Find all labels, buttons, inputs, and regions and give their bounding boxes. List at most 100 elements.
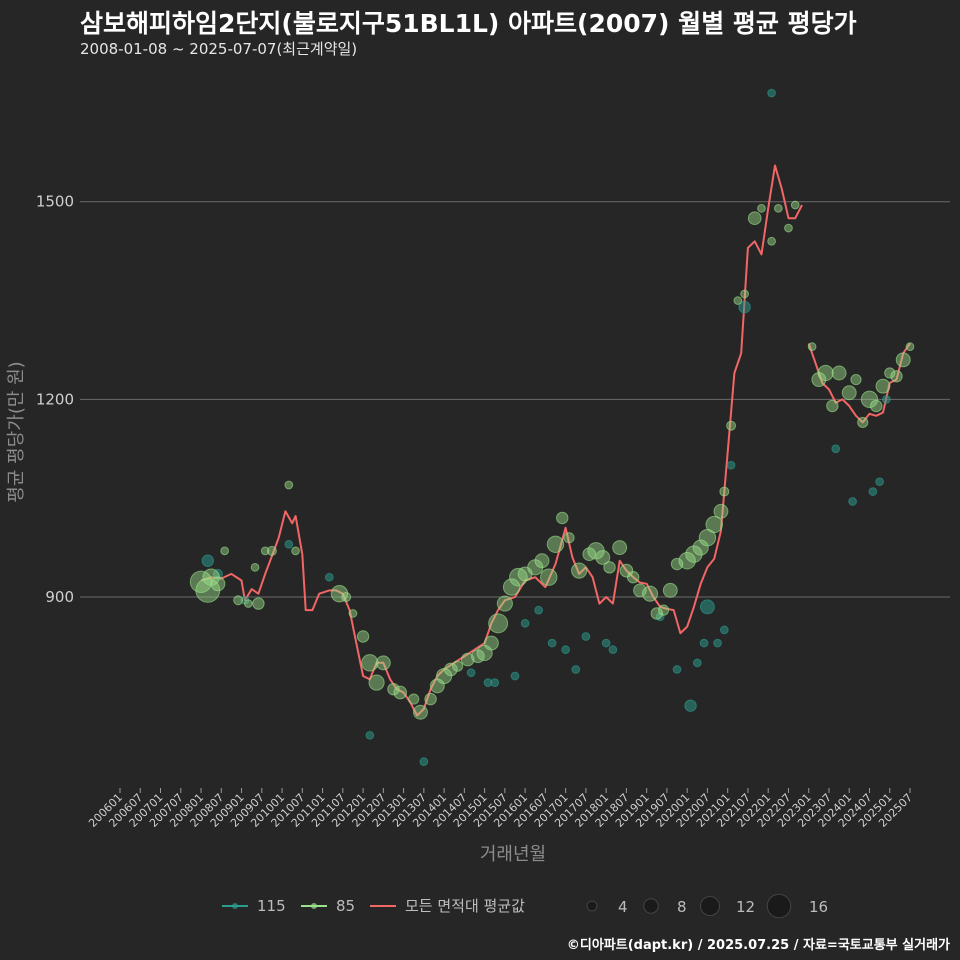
x-axis-title: 거래년월 <box>480 844 546 865</box>
scatter-point-85 <box>260 546 270 556</box>
scatter-point-85 <box>595 549 611 565</box>
scatter-point-115 <box>510 671 520 681</box>
scatter-point-115 <box>831 444 841 454</box>
scatter-point-85 <box>831 365 847 381</box>
chart-title: 삼보해피하임2단지(불로지구51BL1L) 아파트(2007) 월별 평균 평당… <box>80 9 857 38</box>
scatter-point-115 <box>726 460 736 470</box>
scatter-point-85 <box>670 557 684 571</box>
scatter-point-85 <box>662 582 678 598</box>
y-tick-label: 900 <box>45 588 74 606</box>
legend-label-avg: 모든 면적대 평균값 <box>405 897 525 915</box>
scatter-point-85 <box>393 685 408 700</box>
scatter-point-85 <box>509 567 528 587</box>
legend-key-point-85 <box>311 903 317 909</box>
scatter-point-85 <box>870 399 883 413</box>
scatter-point-115 <box>419 757 429 767</box>
legend-size-label: 4 <box>618 898 628 916</box>
scatter-point-115 <box>547 638 557 648</box>
legend-size-label: 16 <box>809 898 828 916</box>
scatter-point-85 <box>375 655 391 671</box>
scatter-point-85 <box>556 511 569 525</box>
scatter-point-85 <box>657 604 670 616</box>
legend-size-circle <box>586 900 598 912</box>
scatter-point-85 <box>713 503 729 519</box>
scatter-point-85 <box>895 352 911 368</box>
scatter-point-115 <box>534 605 543 615</box>
scatter-point-85 <box>563 532 575 544</box>
scatter-point-85 <box>266 545 277 556</box>
scatter-point-115 <box>365 730 375 740</box>
scatter-point-85 <box>857 416 869 429</box>
scatter-point-85 <box>740 289 749 299</box>
scatter-point-115 <box>882 394 891 404</box>
scatter-point-85 <box>424 692 437 706</box>
legend: 115 85 모든 면적대 평균값 4 8 12 16 <box>222 893 828 919</box>
scatter-point-85 <box>330 584 349 603</box>
scatter-point-85 <box>860 390 879 409</box>
scatter-point-115 <box>284 539 294 549</box>
scatter-point-115 <box>212 568 223 579</box>
scatter-point-115 <box>692 658 702 668</box>
scatter-point-85 <box>250 562 260 572</box>
scatter-point-85 <box>685 545 703 563</box>
scatter-point-85 <box>612 540 628 556</box>
scatter-point-85 <box>243 599 253 608</box>
scatter-point-115 <box>571 665 581 674</box>
scatter-point-115 <box>466 668 476 678</box>
axis-layer: 9001200150020060120060720070120070720080… <box>36 193 915 830</box>
scatter-point-85 <box>817 364 834 382</box>
scatter-point-85 <box>483 635 499 651</box>
legend-size-circle <box>766 893 792 919</box>
scatter-point-85 <box>719 486 730 497</box>
scatter-point-85 <box>534 553 550 569</box>
scatter-point-85 <box>210 576 226 592</box>
scatter-point-85 <box>841 385 857 401</box>
scatter-point-85 <box>408 693 420 705</box>
scatter-point-115 <box>324 572 334 582</box>
scatter-point-85 <box>387 682 400 696</box>
scatter-point-115 <box>201 554 214 567</box>
scatter-point-85 <box>875 378 891 394</box>
scatter-point-85 <box>284 480 294 490</box>
legend-label-85: 85 <box>336 897 355 915</box>
scatter-point-85 <box>733 296 743 305</box>
scatter-point-115 <box>581 632 591 641</box>
scatter-point-85 <box>747 211 762 226</box>
scatter-point-85 <box>348 609 358 618</box>
scatter-point-85 <box>692 539 709 556</box>
scatter-point-115 <box>848 497 857 506</box>
scatter-point-85 <box>496 595 513 612</box>
scatter-point-115 <box>699 599 715 615</box>
scatter-point-115 <box>699 638 709 648</box>
scatter-point-85 <box>361 654 379 672</box>
scatter-point-115 <box>601 638 611 648</box>
scatter-point-85 <box>619 563 634 578</box>
scatter-point-85 <box>773 203 783 213</box>
scatter-point-85 <box>540 568 558 586</box>
scatter-point-85 <box>341 591 352 602</box>
scatter-point-115 <box>520 618 530 628</box>
scatter-point-85 <box>356 630 370 643</box>
scatter-point-85 <box>826 399 839 413</box>
y-tick-label: 1200 <box>36 390 74 408</box>
scatter-point-85 <box>905 342 915 352</box>
scatter-point-115 <box>713 638 722 648</box>
legend-size-label: 12 <box>736 898 755 916</box>
scatter-point-85 <box>413 704 428 720</box>
legend-size-circle <box>643 898 659 914</box>
scatter-point-115 <box>490 678 500 687</box>
scatter-point-85 <box>603 561 616 574</box>
scatter-point-85 <box>850 373 862 386</box>
scatter-point-115 <box>875 477 884 487</box>
scatter-point-85 <box>460 652 475 667</box>
scatter-point-85 <box>726 420 737 431</box>
source-caption: ©디아파트(dapt.kr) / 2025.07.25 / 자료=국토교통부 실… <box>566 938 950 953</box>
scatter-point-85 <box>233 595 244 606</box>
scatter-point-85 <box>546 535 565 553</box>
scatter-point-115 <box>684 699 697 712</box>
scatter-point-85 <box>811 372 827 388</box>
y-tick-label: 1500 <box>36 193 74 211</box>
scatter-point-85 <box>633 583 647 598</box>
scatter-point-85 <box>641 585 659 602</box>
